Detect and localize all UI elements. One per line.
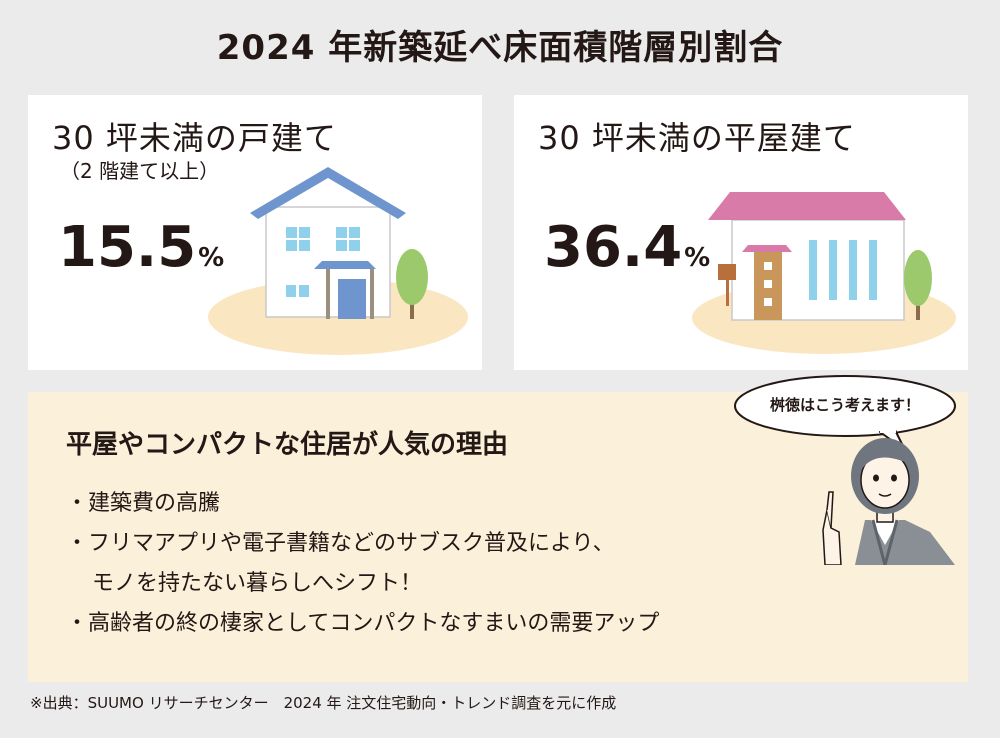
list-item: ・高齢者の終の棲家としてコンパクトなすまいの需要アップ bbox=[66, 611, 660, 636]
reason-list: ・建築費の高騰 ・フリマアプリや電子書籍などのサブスク普及により、 モノを持たな… bbox=[66, 484, 659, 644]
single-story-heading: 30 坪未満の平屋建て bbox=[538, 119, 856, 157]
single-story-card: 30 坪未満の平屋建て 36.4% bbox=[514, 95, 968, 370]
source-note: ※出典：SUUMO リサーチセンター 2024 年 注文住宅動向・トレンド調査を… bbox=[30, 694, 617, 712]
reasons-panel: 平屋やコンパクトな住居が人気の理由 ・建築費の高騰 ・フリマアプリや電子書籍など… bbox=[28, 392, 968, 682]
single-story-percent: 36.4% bbox=[544, 215, 711, 280]
single-story-house-illustration bbox=[692, 192, 956, 354]
page-title: 2024 年新築延べ床面積階層別割合 bbox=[216, 28, 784, 68]
two-story-house-illustration bbox=[208, 167, 468, 355]
two-story-percent: 15.5% bbox=[58, 215, 225, 280]
two-story-heading: 30 坪未満の戸建て bbox=[52, 119, 337, 157]
two-story-card: 30 坪未満の戸建て （2 階建て以上） 15.5% bbox=[28, 95, 482, 370]
reasons-heading: 平屋やコンパクトな住居が人気の理由 bbox=[66, 430, 509, 460]
advisor-avatar bbox=[822, 438, 955, 565]
speech-bubble-text: 桝徳はこう考えます！ bbox=[769, 396, 920, 414]
list-item: ・フリマアプリや電子書籍などのサブスク普及により、 bbox=[66, 531, 615, 556]
two-story-subheading: （2 階建て以上） bbox=[60, 159, 220, 183]
speech-bubble: 桝徳はこう考えます！ bbox=[730, 372, 960, 451]
list-item: ・建築費の高騰 bbox=[66, 491, 221, 516]
list-item: モノを持たない暮らしへシフト！ bbox=[92, 571, 423, 596]
